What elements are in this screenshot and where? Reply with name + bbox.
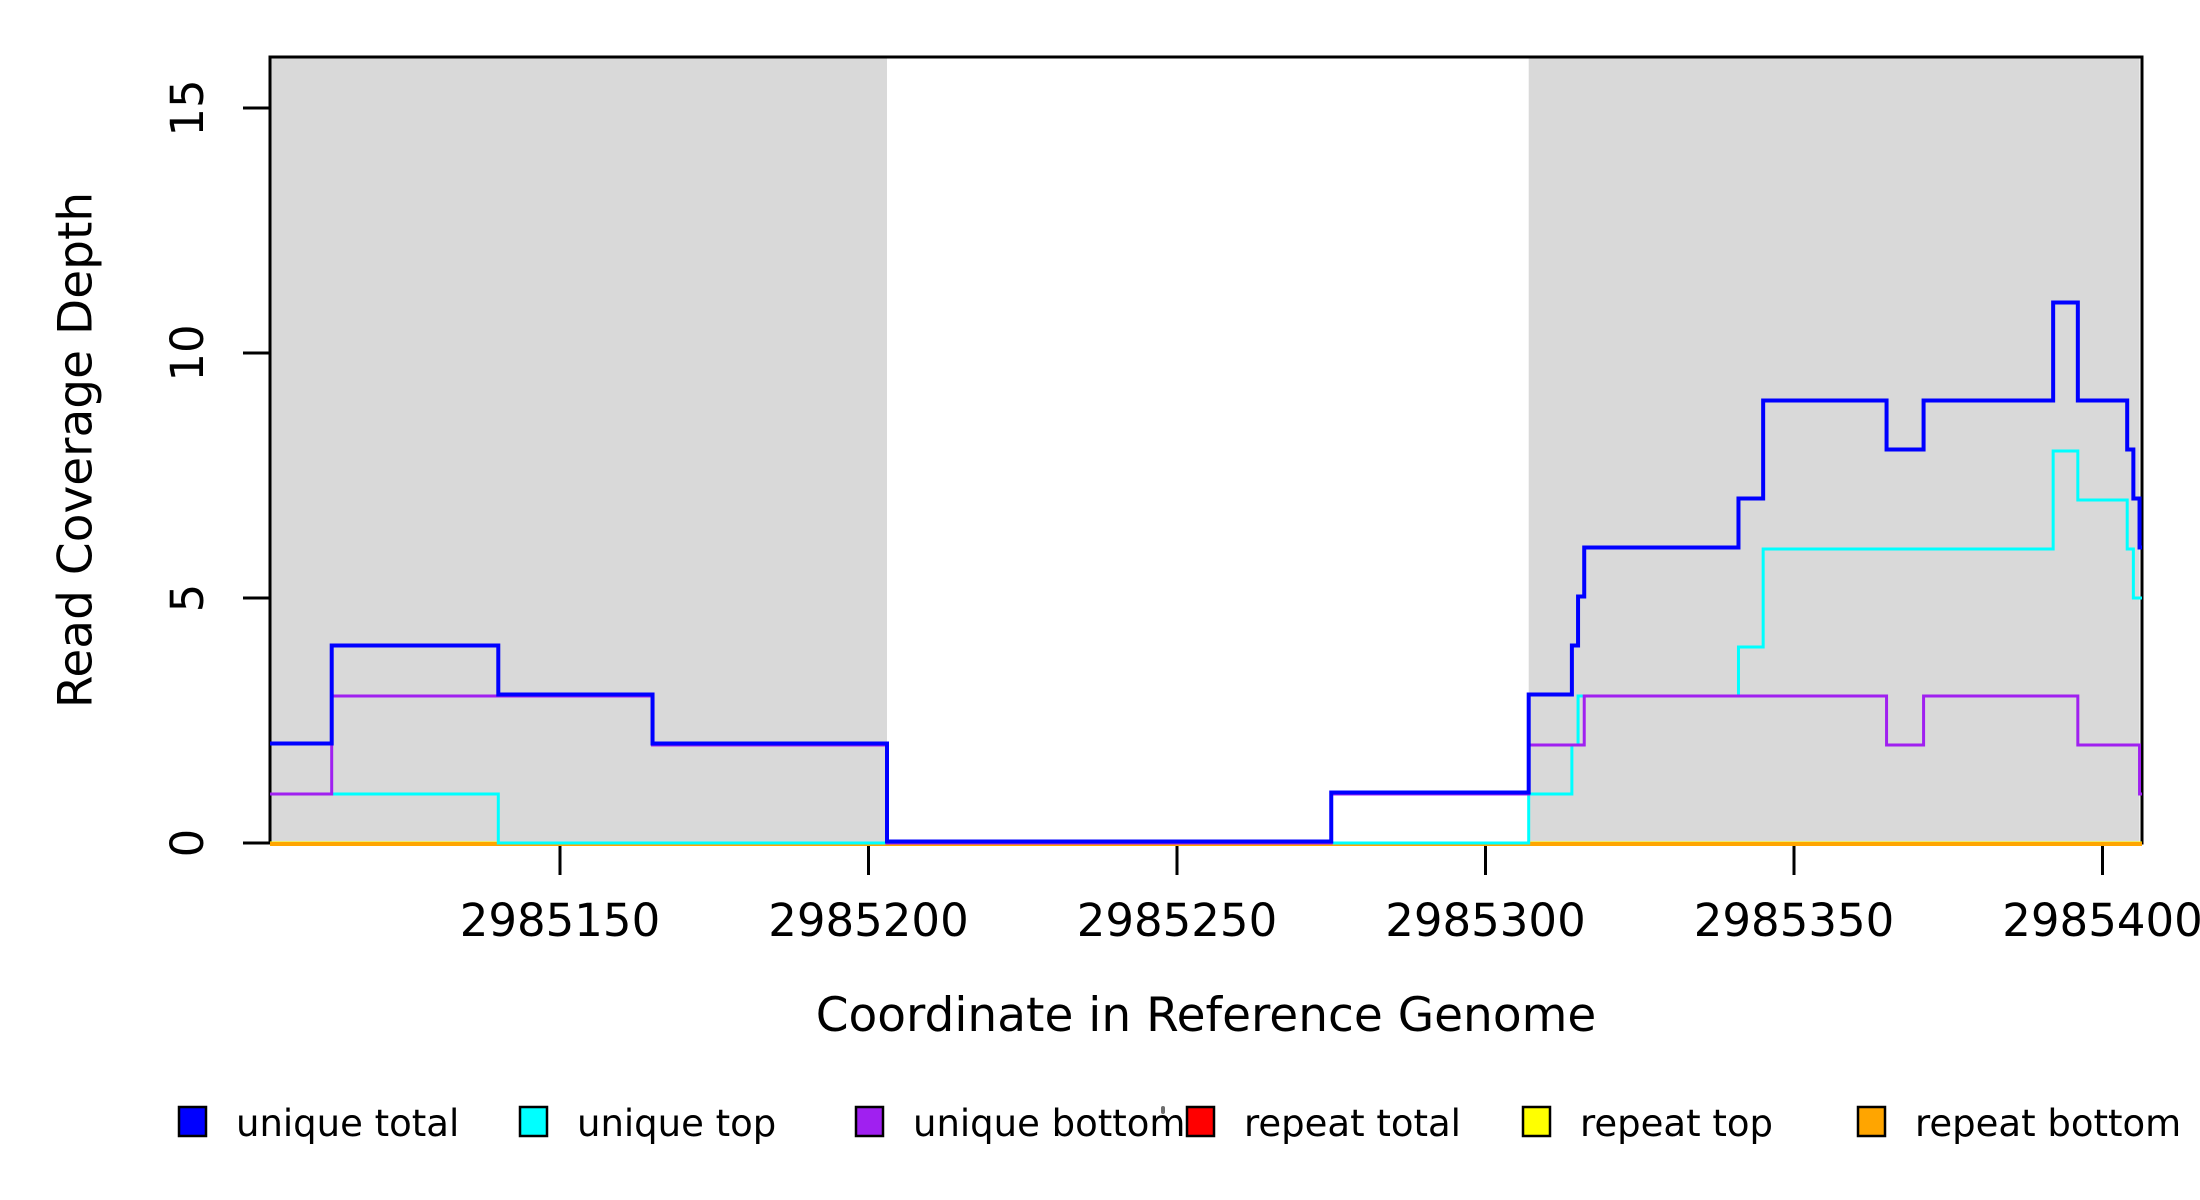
- legend-item-unique-total: unique total: [177, 1102, 459, 1145]
- x-tick-label-2985250: 2985250: [1077, 894, 1277, 947]
- legend-item-unique-top: unique top: [518, 1102, 776, 1145]
- legend-swatch-repeat-bottom: [1856, 1105, 1887, 1138]
- legend-swatch-unique-top: [518, 1105, 549, 1138]
- left-gray-block: [270, 57, 888, 843]
- x-axis-title: Coordinate in Reference Genome: [815, 988, 1597, 1043]
- legend-label-unique-top: unique top: [577, 1102, 776, 1145]
- legend-item-unique-bottom: unique bottom: [854, 1102, 1185, 1145]
- legend-item-repeat-bottom: repeat bottom: [1856, 1102, 2181, 1145]
- series-unique-total: [270, 300, 2142, 844]
- y-tick-label-10: 10: [161, 324, 214, 381]
- legend-label-repeat-bottom: repeat bottom: [1915, 1102, 2181, 1145]
- legend-label-repeat-top: repeat top: [1580, 1102, 1773, 1145]
- x-tick-label-2985350: 2985350: [1694, 894, 1894, 947]
- legend-swatch-unique-total: [177, 1105, 208, 1138]
- y-tick-label-15: 15: [161, 79, 214, 136]
- y-tick-label-0: 0: [161, 829, 214, 858]
- legend-swatch-repeat-top: [1521, 1105, 1552, 1138]
- legend-item-repeat-top: repeat top: [1521, 1102, 1773, 1145]
- legend-label-unique-total: unique total: [236, 1102, 459, 1145]
- right-gray-block: [1528, 57, 2140, 843]
- y-tick-label-5: 5: [161, 584, 214, 613]
- x-tick-label-2985150: 2985150: [460, 894, 660, 947]
- y-axis-title: Read Coverage Depth: [48, 191, 104, 709]
- x-tick-label-2985200: 2985200: [768, 894, 968, 947]
- legend-swatch-unique-bottom: [854, 1105, 885, 1138]
- legend-label-repeat-total: repeat total: [1244, 1102, 1461, 1145]
- stray-mark: [1161, 1106, 1165, 1114]
- legend-swatch-repeat-total: [1185, 1105, 1216, 1138]
- x-tick-label-2985300: 2985300: [1385, 894, 1585, 947]
- x-tick-label-2985400: 2985400: [2002, 894, 2200, 947]
- series-unique-top: [270, 449, 2142, 845]
- legend-item-repeat-total: repeat total: [1185, 1102, 1461, 1145]
- legend-label-unique-bottom: unique bottom: [913, 1102, 1185, 1145]
